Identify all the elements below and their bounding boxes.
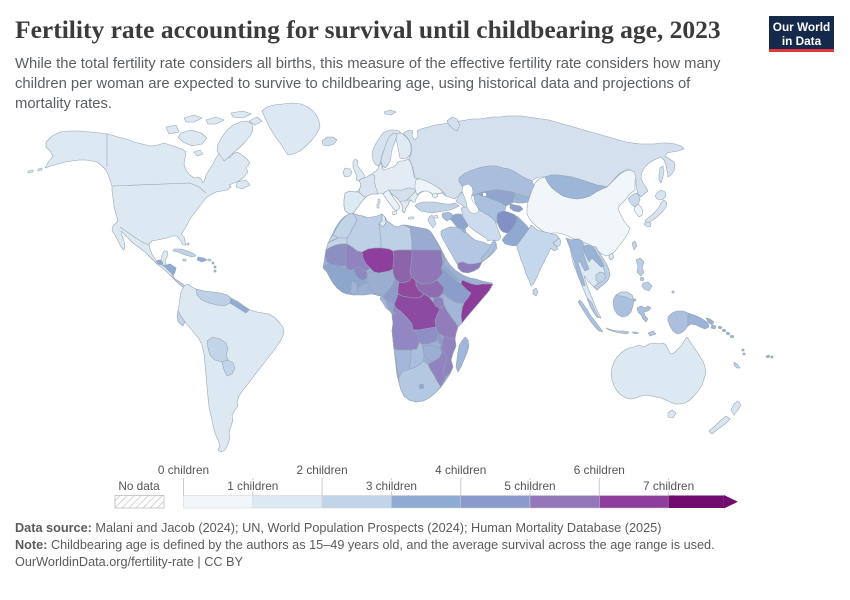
svg-text:No data: No data (118, 479, 160, 493)
svg-text:5 children: 5 children (504, 479, 555, 493)
svg-text:2 children: 2 children (297, 463, 348, 477)
svg-text:1 children: 1 children (227, 479, 278, 493)
svg-text:6 children: 6 children (574, 463, 625, 477)
svg-text:4 children: 4 children (435, 463, 486, 477)
svg-text:3 children: 3 children (366, 479, 417, 493)
svg-text:7 children: 7 children (643, 479, 694, 493)
svg-text:0 children: 0 children (158, 463, 209, 477)
